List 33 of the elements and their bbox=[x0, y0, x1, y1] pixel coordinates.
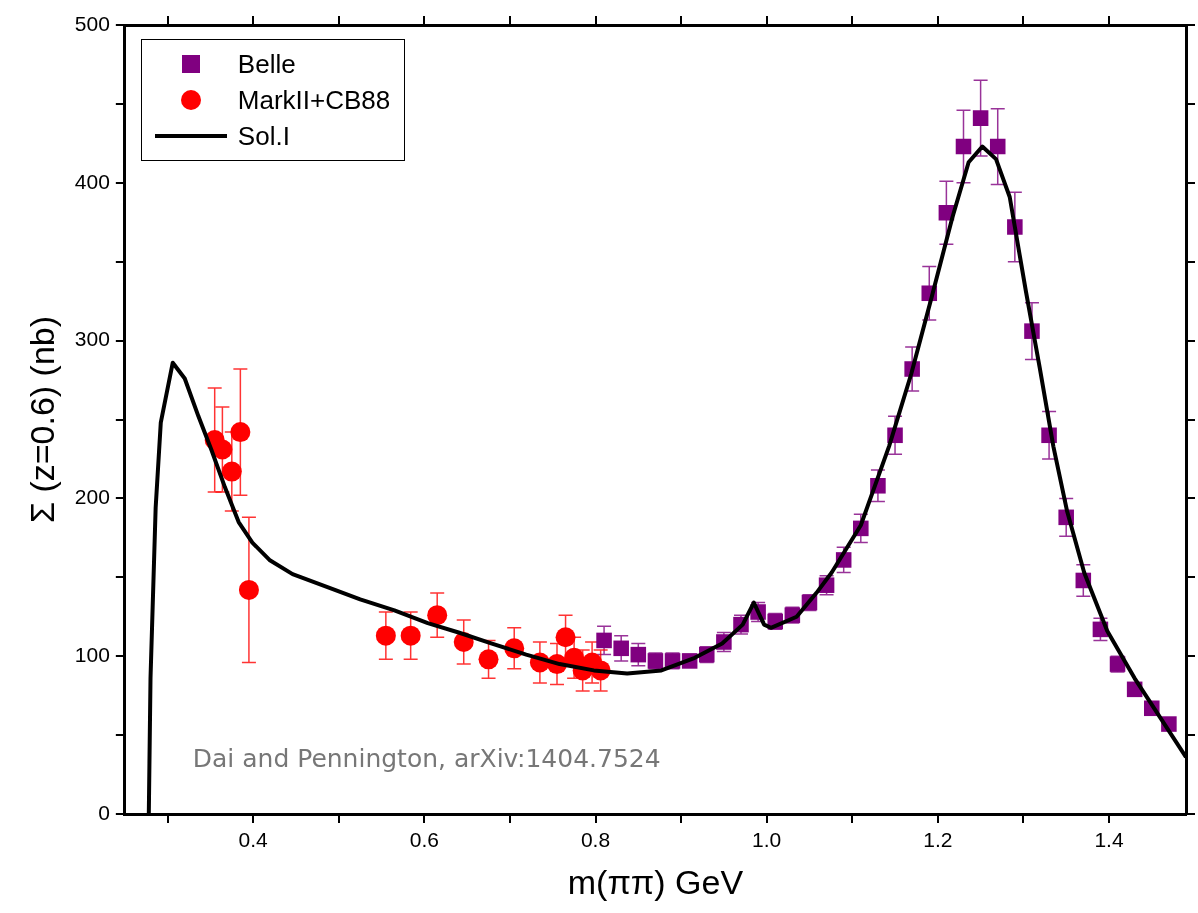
point bbox=[630, 646, 647, 663]
point bbox=[989, 138, 1006, 155]
y-tick-label: 0 bbox=[98, 800, 110, 824]
x-tick-label: 1.2 bbox=[923, 828, 953, 852]
point bbox=[400, 625, 421, 646]
y-axis-title: Σ (z=0.6) (nb) bbox=[22, 315, 61, 524]
point bbox=[972, 110, 989, 126]
point bbox=[596, 632, 612, 649]
point bbox=[955, 138, 972, 155]
x-tick-label: 0.8 bbox=[580, 828, 611, 852]
x-tick-label: 1.4 bbox=[1094, 828, 1124, 852]
point bbox=[555, 627, 576, 648]
legend-label: Belle bbox=[237, 48, 296, 81]
y-tick-label: 500 bbox=[74, 11, 110, 35]
point bbox=[613, 640, 629, 657]
legend-label: Sol.I bbox=[237, 120, 290, 153]
point bbox=[221, 461, 242, 482]
x-axis-title: m(ππ) GeV bbox=[567, 862, 744, 901]
point bbox=[375, 625, 396, 646]
x-tick-label: 0.6 bbox=[409, 828, 439, 852]
point bbox=[478, 649, 499, 670]
y-tick-label: 100 bbox=[74, 643, 110, 666]
x-tick-label: 0.4 bbox=[238, 828, 269, 852]
y-tick-label: 300 bbox=[74, 327, 110, 351]
annotation: Dai and Pennington, arXiv:1404.7524 bbox=[192, 743, 661, 773]
point bbox=[427, 605, 448, 626]
y-tick-label: 400 bbox=[74, 169, 110, 193]
legend-label: MarkII+CB88 bbox=[237, 84, 391, 117]
point bbox=[230, 422, 251, 443]
y-tick-label: 200 bbox=[74, 485, 110, 509]
point bbox=[212, 439, 233, 460]
point bbox=[238, 579, 259, 600]
x-tick-label: 1.0 bbox=[752, 828, 782, 852]
